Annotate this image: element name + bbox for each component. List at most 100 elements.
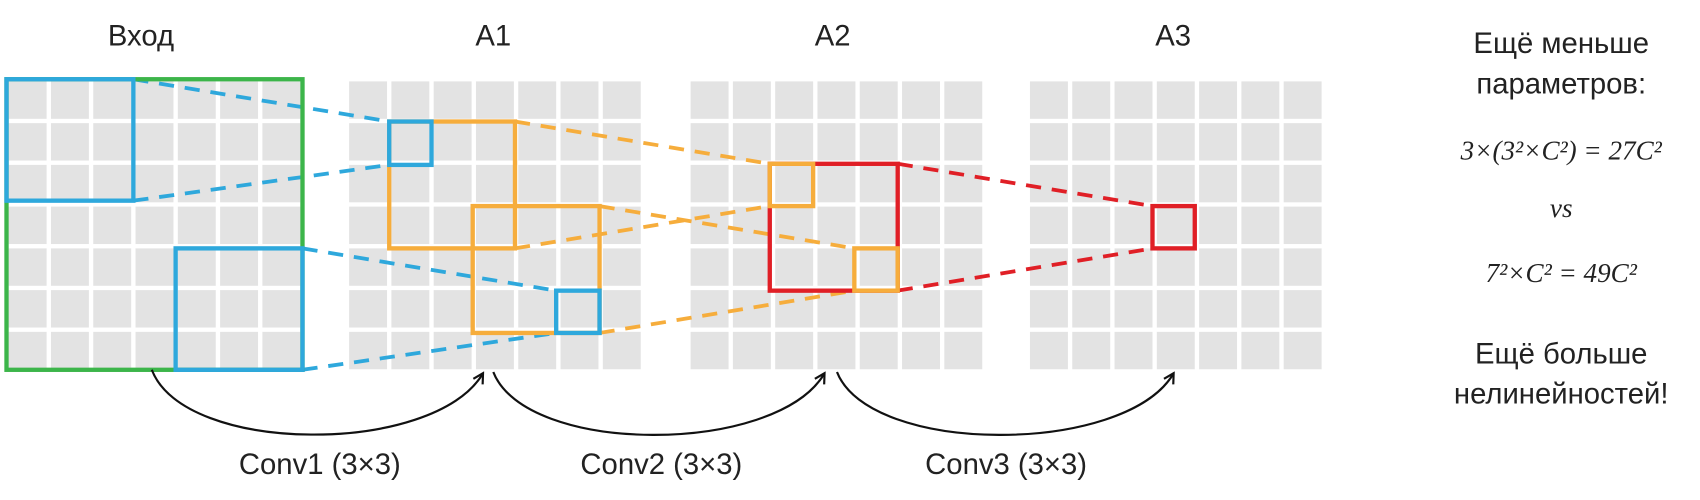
grid-cell (1283, 164, 1322, 203)
grid-cell (475, 290, 514, 328)
formula: 3×(3²×C²) = 27C² (1460, 135, 1663, 165)
grid-cell (944, 290, 983, 328)
grid-cell (177, 290, 216, 328)
grid-cell (93, 164, 132, 203)
grid-cell (1241, 331, 1280, 370)
grid-cell (475, 164, 514, 203)
grid-cell (50, 206, 89, 245)
cell-box (767, 161, 816, 209)
grid-cell (732, 164, 771, 203)
grid-cell (93, 81, 132, 119)
cell-box (852, 246, 900, 293)
grid-cell (690, 248, 729, 286)
grid-cell (135, 123, 174, 161)
grid-cell (1114, 248, 1153, 286)
grid-cell (1283, 123, 1322, 161)
grid-cell (902, 206, 940, 245)
grid-cell (902, 123, 940, 161)
grid-cell (349, 123, 388, 161)
grid-cell (177, 206, 216, 245)
grid-cell (602, 81, 641, 119)
panel-label: Вход (108, 21, 174, 53)
grid-cell (475, 206, 514, 245)
grid-cell (433, 290, 472, 328)
grid-cell (1029, 164, 1068, 203)
grid-cell (391, 123, 430, 161)
grid-cell (262, 331, 301, 370)
grid-cell (518, 206, 557, 245)
grid-cell (602, 164, 641, 203)
grid-cell (944, 331, 983, 370)
side-conclusion: нелинейностей! (1454, 378, 1669, 410)
grid-cell (8, 81, 47, 119)
grid-cell (817, 331, 856, 370)
grid-cell (1199, 248, 1238, 286)
grid-cell (1241, 123, 1280, 161)
grid-cell (349, 290, 388, 328)
grid-cell (859, 164, 898, 203)
grid-cell (1029, 290, 1068, 328)
grid-cell (262, 206, 301, 245)
grid-cell (220, 331, 259, 370)
grid-cell (518, 164, 557, 203)
texts: Вход A1 A2 A3 Conv1 (3×3) Conv2 (3×3) Conv3 (3… (108, 21, 1669, 481)
grid-cell (817, 164, 856, 203)
grid-cell (391, 290, 430, 328)
grid-cell (560, 248, 599, 286)
grid-cell (177, 248, 216, 286)
grid-cell (177, 123, 216, 161)
grid-cell (433, 81, 472, 119)
grid-cell (518, 123, 557, 161)
grid-cell (518, 290, 557, 328)
grid-cell (220, 248, 259, 286)
grid-cell (944, 123, 983, 161)
grid-cell (391, 331, 430, 370)
grid-cell (135, 290, 174, 328)
conv-label: Conv3 (3×3) (925, 449, 1087, 481)
grid-cell (1029, 331, 1068, 370)
grid-cell (817, 206, 856, 245)
grid-cell (262, 290, 301, 328)
grid-cell (93, 290, 132, 328)
arrow (492, 372, 824, 436)
receptive-field (767, 161, 900, 293)
grid-cell (817, 81, 856, 119)
grid-cell (93, 248, 132, 286)
grid-cell (177, 164, 216, 203)
grid-cell (50, 290, 89, 328)
grid-cell (859, 331, 898, 370)
grid-cell (349, 206, 388, 245)
grid-cell (817, 123, 856, 161)
grid-cell (775, 123, 814, 161)
grid-cell (1114, 123, 1153, 161)
grid-cell (8, 206, 47, 245)
grid-cell (1156, 164, 1195, 203)
grid-cell (1114, 164, 1153, 203)
grid-cell (690, 331, 729, 370)
receptive-field (470, 203, 602, 336)
grid-cell (391, 81, 430, 119)
grid-cell (859, 206, 898, 245)
grid-cell (135, 331, 174, 370)
grid-cell (1283, 290, 1322, 328)
grid-cell (50, 331, 89, 370)
grid-cell (262, 248, 301, 286)
grid-cell (560, 123, 599, 161)
grid-cell (1199, 164, 1238, 203)
grid-cell (1029, 206, 1068, 245)
grid-cell (602, 123, 641, 161)
grid-cell (732, 248, 771, 286)
grid-cell (602, 248, 641, 286)
formula-vs: vs (1550, 193, 1573, 223)
grid-cell (135, 81, 174, 119)
side-heading: Ещё меньше (1473, 28, 1649, 60)
grid-cell (1283, 81, 1322, 119)
grid-cell (135, 206, 174, 245)
grid-cell (1241, 248, 1280, 286)
grid-cell (902, 331, 940, 370)
grid-cell (262, 123, 301, 161)
grid-cell (1114, 81, 1153, 119)
grid-cell (602, 290, 641, 328)
grid-cell (50, 164, 89, 203)
grid-cell (8, 248, 47, 286)
